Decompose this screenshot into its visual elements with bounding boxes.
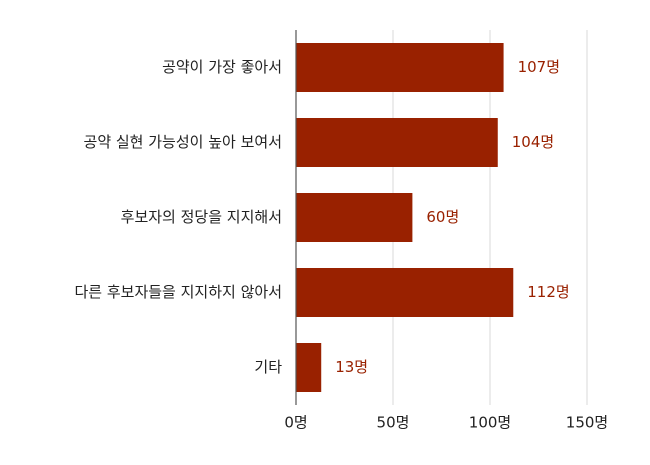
bar-2 [296,193,413,242]
value-label-0: 107명 [518,58,560,76]
x-tick-label-0: 0명 [284,414,307,432]
x-tick-label-50: 50명 [377,414,410,432]
x-tick-label-150: 150명 [566,414,608,432]
category-label-2: 후보자의 정당을 지지해서 [121,208,282,226]
value-label-2: 60명 [426,208,459,226]
bar-4 [296,343,322,392]
bar-1 [296,118,498,167]
bar-3 [296,268,514,317]
bars [296,43,514,392]
category-label-0: 공약이 가장 좋아서 [162,58,282,76]
category-label-1: 공약 실현 가능성이 높아 보여서 [84,133,282,151]
value-label-3: 112명 [527,283,569,301]
bar-0 [296,43,504,92]
x-tick-label-100: 100명 [469,414,511,432]
value-label-4: 13명 [335,358,368,376]
value-label-1: 104명 [512,133,554,151]
category-label-4: 기타 [254,358,282,376]
category-label-3: 다른 후보자들을 지지하지 않아서 [74,283,282,301]
